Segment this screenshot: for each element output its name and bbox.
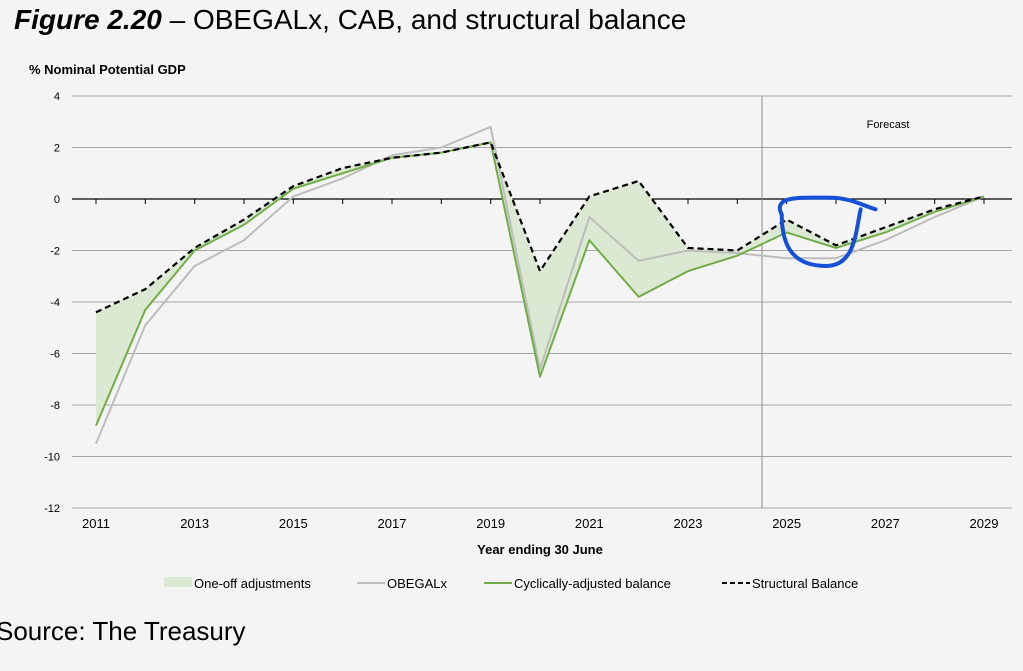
y-tick-label: -8 (50, 400, 60, 412)
legend-item: Cyclically-adjusted balance (484, 576, 671, 591)
x-tick-label: 2029 (970, 516, 999, 531)
y-tick-label: 0 (54, 194, 60, 206)
legend-label: One-off adjustments (194, 576, 311, 591)
x-tick-label: 2023 (674, 516, 703, 531)
legend-label: Structural Balance (752, 576, 858, 591)
figure-title-text: – OBEGALx, CAB, and structural balance (161, 4, 687, 35)
y-tick-label: -12 (44, 503, 60, 515)
legend-label: Cyclically-adjusted balance (514, 576, 671, 591)
x-tick-label: 2021 (575, 516, 604, 531)
line-chart: % Nominal Potential GDP 4 2 0 -2 -4 -6 -8 -10 -12… (29, 62, 1012, 591)
structural-balance-line (95, 141, 985, 314)
x-tick-label: 2027 (871, 516, 900, 531)
y-tick-label: -2 (50, 246, 60, 258)
x-tick-label: 2019 (476, 516, 505, 531)
legend-label: OBEGALx (387, 576, 447, 591)
y-tick-label: 2 (54, 143, 60, 155)
figure-number: Figure 2.20 (14, 4, 162, 35)
x-tick-label: 2017 (378, 516, 407, 531)
legend: One-off adjustments OBEGALx Cyclically-adj… (164, 576, 858, 591)
x-tick-label: 2013 (180, 516, 209, 531)
legend-item: One-off adjustments (164, 576, 311, 591)
legend-swatch (164, 577, 192, 587)
x-tick-label: 2011 (82, 516, 110, 531)
figure-title: Figure 2.20 – OBEGALx, CAB, and structur… (14, 4, 686, 36)
source-note: Source: The Treasury (0, 616, 246, 646)
y-tick-label: -6 (50, 349, 60, 361)
one-off-adjustments-area (96, 142, 984, 426)
x-tick-label: 2025 (772, 516, 801, 531)
x-axis-title: Year ending 30 June (477, 542, 603, 557)
x-tick-label: 2015 (279, 516, 308, 531)
y-tick-label: 4 (54, 91, 60, 103)
legend-item: Structural Balance (722, 576, 858, 591)
y-tick-label: -10 (44, 452, 60, 464)
y-axis-title: % Nominal Potential GDP (29, 62, 186, 77)
legend-item: OBEGALx (357, 576, 447, 591)
forecast-label: Forecast (867, 119, 910, 131)
cyclically-adjusted-balance-line (95, 141, 985, 426)
obegalx-line (95, 125, 985, 445)
annotation-circle (777, 195, 878, 268)
y-tick-label: -4 (50, 297, 60, 309)
